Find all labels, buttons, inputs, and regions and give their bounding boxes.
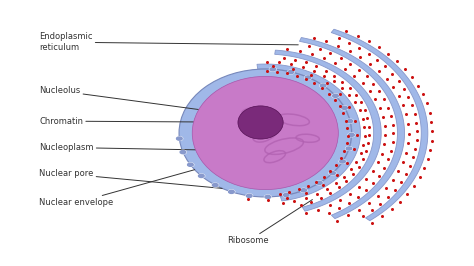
Polygon shape — [257, 64, 360, 201]
Circle shape — [349, 133, 354, 136]
Polygon shape — [300, 38, 404, 219]
Circle shape — [316, 181, 323, 185]
Circle shape — [270, 68, 276, 71]
Circle shape — [246, 194, 252, 197]
Circle shape — [305, 76, 311, 79]
Text: Nuclear pore: Nuclear pore — [39, 169, 222, 188]
Ellipse shape — [179, 69, 352, 197]
Circle shape — [212, 184, 218, 187]
Circle shape — [228, 190, 235, 194]
Circle shape — [342, 106, 347, 110]
Circle shape — [187, 163, 194, 167]
Circle shape — [212, 183, 219, 187]
Circle shape — [301, 188, 307, 192]
Circle shape — [339, 160, 346, 163]
Circle shape — [329, 172, 335, 175]
Circle shape — [347, 119, 353, 123]
Circle shape — [305, 76, 311, 79]
Circle shape — [199, 174, 204, 177]
Circle shape — [264, 195, 271, 199]
Circle shape — [198, 174, 205, 178]
Circle shape — [265, 195, 271, 198]
Circle shape — [320, 84, 327, 88]
Circle shape — [341, 106, 348, 110]
Ellipse shape — [192, 76, 338, 190]
Circle shape — [288, 70, 294, 73]
Polygon shape — [275, 50, 381, 211]
Circle shape — [270, 68, 275, 71]
Circle shape — [180, 150, 186, 154]
Text: Endoplasmic
reticulum: Endoplasmic reticulum — [39, 32, 298, 52]
Circle shape — [176, 137, 182, 140]
Circle shape — [246, 194, 253, 198]
Circle shape — [288, 70, 294, 74]
Text: Ribosome: Ribosome — [228, 200, 312, 246]
Circle shape — [176, 137, 182, 140]
Circle shape — [332, 94, 339, 98]
Ellipse shape — [238, 106, 283, 139]
Circle shape — [340, 160, 346, 163]
Circle shape — [283, 193, 289, 197]
Polygon shape — [331, 29, 428, 221]
Text: Chromatin: Chromatin — [39, 117, 289, 126]
Circle shape — [333, 94, 338, 97]
Circle shape — [348, 133, 355, 137]
Circle shape — [317, 181, 322, 184]
Circle shape — [228, 190, 234, 193]
Circle shape — [180, 151, 186, 154]
Circle shape — [346, 147, 352, 150]
Circle shape — [188, 163, 193, 166]
Circle shape — [301, 189, 307, 192]
Circle shape — [346, 147, 352, 150]
Text: Nuclear envelope: Nuclear envelope — [39, 170, 195, 207]
Text: Nucleolus: Nucleolus — [39, 86, 256, 117]
Circle shape — [346, 119, 353, 123]
Text: Nucleoplasm: Nucleoplasm — [39, 143, 284, 152]
Circle shape — [283, 193, 290, 197]
Circle shape — [320, 84, 326, 87]
Circle shape — [329, 171, 336, 175]
